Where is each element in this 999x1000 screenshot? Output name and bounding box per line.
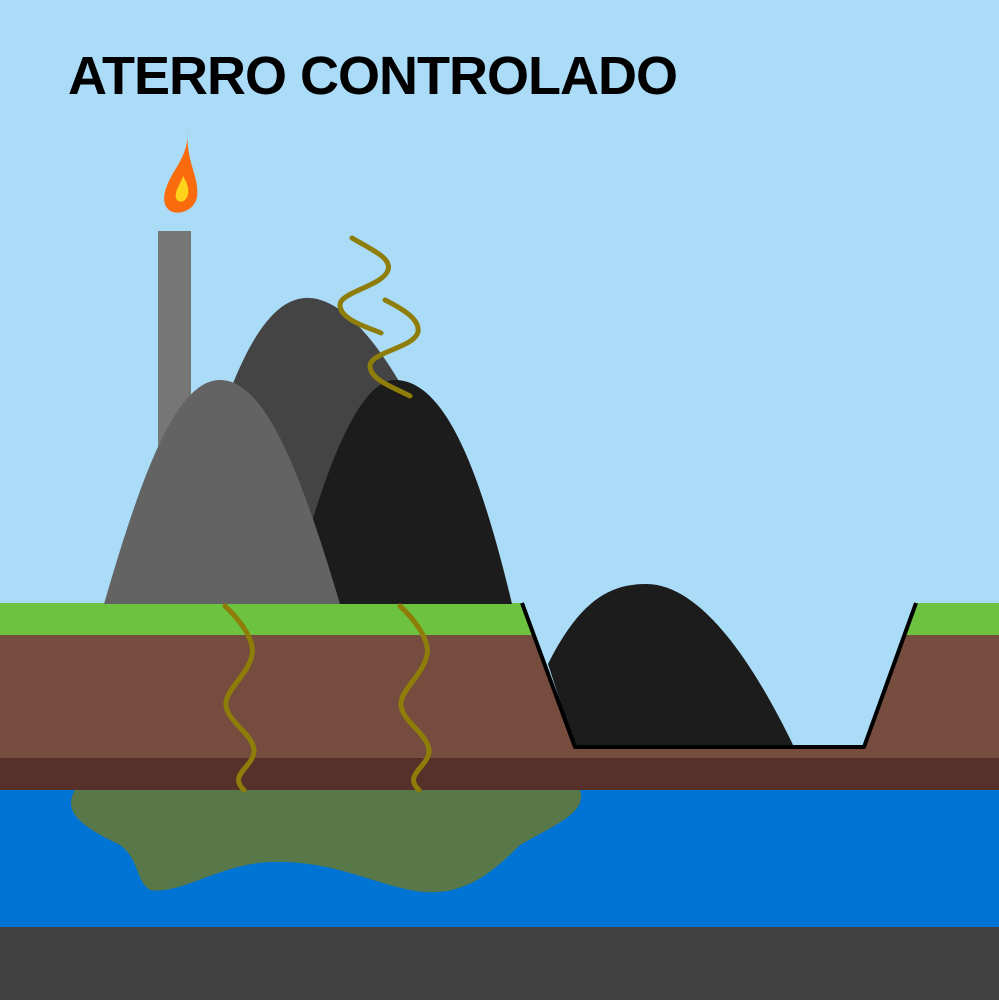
leachate-plume [71, 790, 582, 893]
flame-core-icon [175, 176, 189, 202]
page-title: ATERRO CONTROLADO [68, 46, 677, 106]
deep-soil-layer [0, 758, 999, 792]
gas-emission-wave [367, 297, 421, 399]
leachate-seepage-wave [222, 603, 257, 793]
waste-pile-dark [290, 380, 512, 604]
pit-waste-pile [548, 584, 794, 747]
leachate-seepage-wave [397, 603, 432, 793]
gas-emission-wave [337, 235, 391, 336]
pit-outline [520, 602, 918, 749]
flame-icon [164, 131, 198, 213]
bedrock-layer [0, 927, 999, 1000]
waste-pile-light [104, 380, 340, 604]
